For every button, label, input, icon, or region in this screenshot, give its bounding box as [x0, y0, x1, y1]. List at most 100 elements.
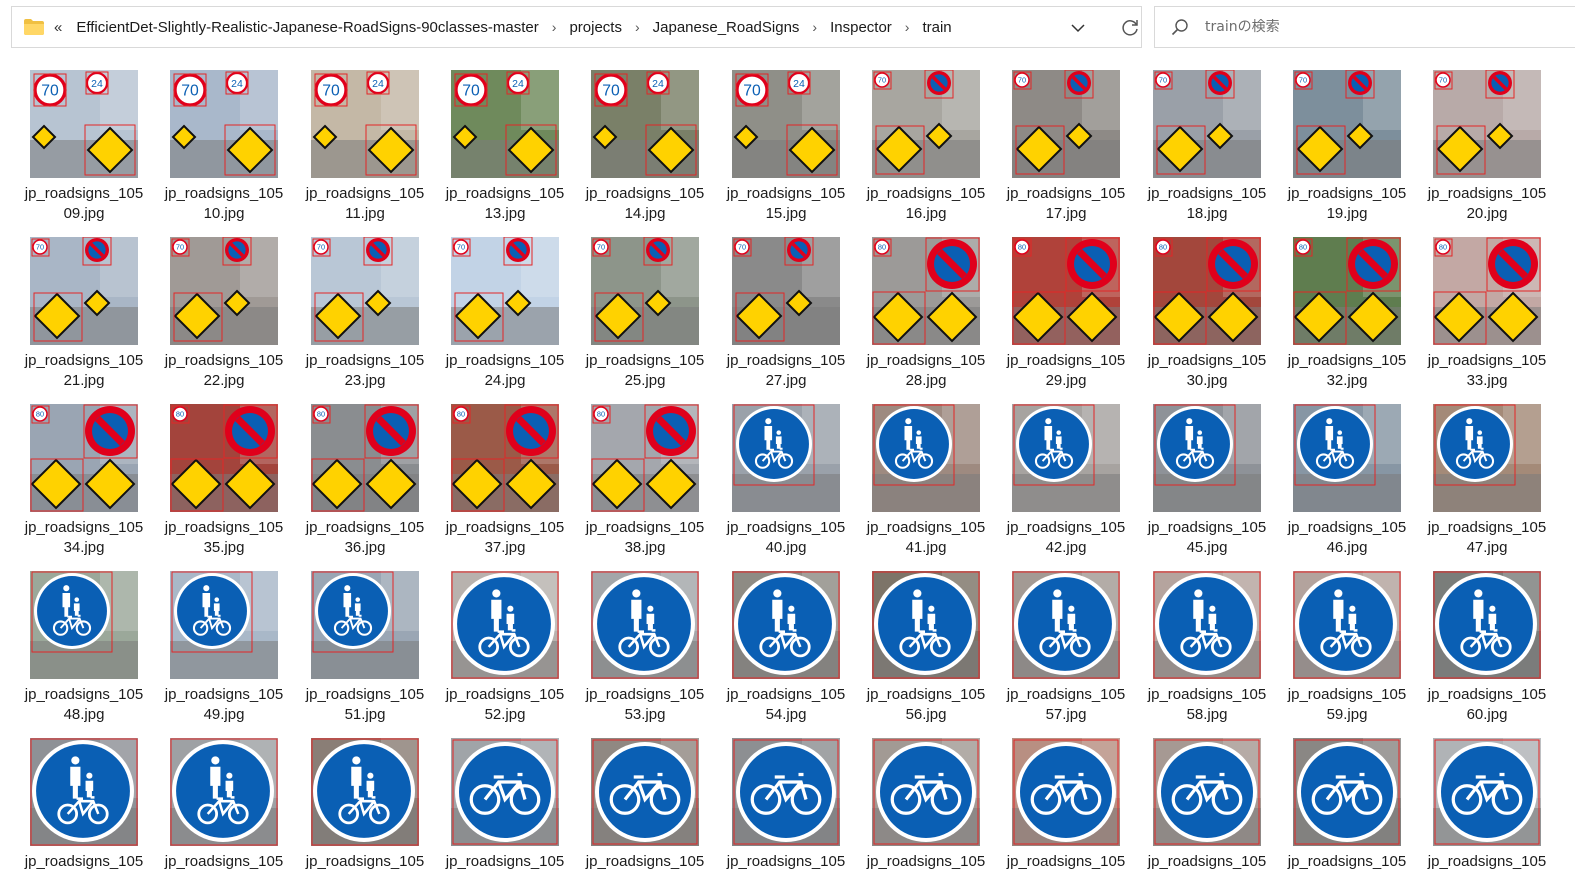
- school-y-thumbnail[interactable]: 70: [1012, 70, 1120, 178]
- file-item[interactable]: 70 24 jp_roadsigns_105 13.jpg: [440, 64, 568, 224]
- pedbike-large-thumbnail[interactable]: [1012, 571, 1120, 679]
- school-y-thumbnail[interactable]: 70: [591, 237, 699, 345]
- file-name[interactable]: jp_roadsigns_105 57.jpg: [1001, 685, 1131, 725]
- file-item[interactable]: 70 24 jp_roadsigns_105 14.jpg: [580, 64, 708, 224]
- pedbike-large-thumbnail[interactable]: [1153, 571, 1261, 679]
- file-item[interactable]: 70 jp_roadsigns_105 25.jpg: [580, 231, 708, 391]
- file-name[interactable]: jp_roadsigns_105 38.jpg: [580, 518, 710, 558]
- refresh-icon[interactable]: [1118, 16, 1142, 40]
- file-item[interactable]: 70 jp_roadsigns_105 23.jpg: [300, 231, 428, 391]
- school-y-thumbnail[interactable]: 70: [1153, 70, 1261, 178]
- file-item[interactable]: jp_roadsigns_105 45.jpg: [1142, 398, 1270, 558]
- search-box[interactable]: [1154, 6, 1575, 48]
- file-name[interactable]: jp_roadsigns_105: [1001, 852, 1131, 872]
- file-name[interactable]: jp_roadsigns_105 42.jpg: [1001, 518, 1131, 558]
- file-item[interactable]: 70 jp_roadsigns_105 21.jpg: [19, 231, 147, 391]
- pedbike-small-thumbnail[interactable]: [1012, 404, 1120, 512]
- file-name[interactable]: jp_roadsigns_105: [1422, 852, 1552, 872]
- file-name[interactable]: jp_roadsigns_105 46.jpg: [1282, 518, 1412, 558]
- pedbike-large-thumbnail[interactable]: [732, 571, 840, 679]
- file-name[interactable]: jp_roadsigns_105 30.jpg: [1142, 351, 1272, 391]
- file-name[interactable]: jp_roadsigns_105: [1142, 852, 1272, 872]
- pedbike-small-thumbnail[interactable]: [732, 404, 840, 512]
- file-item[interactable]: jp_roadsigns_105: [159, 732, 287, 883]
- file-name[interactable]: jp_roadsigns_105 47.jpg: [1422, 518, 1552, 558]
- file-item[interactable]: jp_roadsigns_105: [300, 732, 428, 883]
- bicycle-thumbnail[interactable]: [1433, 738, 1541, 846]
- file-item[interactable]: jp_roadsigns_105 49.jpg: [159, 565, 287, 725]
- file-item[interactable]: 80 jp_roadsigns_105 30.jpg: [1142, 231, 1270, 391]
- file-name[interactable]: jp_roadsigns_105 20.jpg: [1422, 184, 1552, 224]
- chevron-down-icon[interactable]: [1067, 17, 1089, 39]
- pedbike-small-thumbnail[interactable]: [1293, 404, 1401, 512]
- pedbike-small-thumbnail[interactable]: [170, 571, 278, 679]
- search-input[interactable]: [1205, 19, 1535, 35]
- file-name[interactable]: jp_roadsigns_105: [300, 852, 430, 872]
- file-name[interactable]: jp_roadsigns_105 56.jpg: [861, 685, 991, 725]
- curve-y-thumbnail[interactable]: 80: [1293, 237, 1401, 345]
- speed-deer-thumbnail[interactable]: 70 24: [591, 70, 699, 178]
- file-item[interactable]: 80 jp_roadsigns_105 38.jpg: [580, 398, 708, 558]
- bicycle-thumbnail[interactable]: [1153, 738, 1261, 846]
- file-name[interactable]: jp_roadsigns_105 23.jpg: [300, 351, 430, 391]
- file-item[interactable]: 70 24 jp_roadsigns_105 15.jpg: [721, 64, 849, 224]
- pedbike-small-thumbnail[interactable]: [872, 404, 980, 512]
- file-name[interactable]: jp_roadsigns_105 15.jpg: [721, 184, 851, 224]
- file-item[interactable]: jp_roadsigns_105 51.jpg: [300, 565, 428, 725]
- file-name[interactable]: jp_roadsigns_105: [861, 852, 991, 872]
- file-item[interactable]: jp_roadsigns_105 40.jpg: [721, 398, 849, 558]
- file-item[interactable]: 80 jp_roadsigns_105 32.jpg: [1282, 231, 1410, 391]
- breadcrumb-overflow-button[interactable]: «: [54, 18, 63, 36]
- file-item[interactable]: jp_roadsigns_105: [1142, 732, 1270, 883]
- file-name[interactable]: jp_roadsigns_105 22.jpg: [159, 351, 289, 391]
- chevron-right-icon[interactable]: ›: [551, 19, 557, 35]
- file-item[interactable]: 70 jp_roadsigns_105 18.jpg: [1142, 64, 1270, 224]
- school-y-thumbnail[interactable]: 70: [451, 237, 559, 345]
- file-item[interactable]: jp_roadsigns_105 52.jpg: [440, 565, 568, 725]
- file-item[interactable]: jp_roadsigns_105: [861, 732, 989, 883]
- file-name[interactable]: jp_roadsigns_105 19.jpg: [1282, 184, 1412, 224]
- bicycle-thumbnail[interactable]: [1012, 738, 1120, 846]
- file-name[interactable]: jp_roadsigns_105: [440, 852, 570, 872]
- file-name[interactable]: jp_roadsigns_105 27.jpg: [721, 351, 851, 391]
- pedbike-large-thumbnail[interactable]: [591, 571, 699, 679]
- pedbike-large-thumbnail[interactable]: [451, 571, 559, 679]
- curve-y-thumbnail[interactable]: 80: [170, 404, 278, 512]
- bicycle-thumbnail[interactable]: [591, 738, 699, 846]
- curve-y-thumbnail[interactable]: 80: [591, 404, 699, 512]
- file-name[interactable]: jp_roadsigns_105 45.jpg: [1142, 518, 1272, 558]
- file-name[interactable]: jp_roadsigns_105 53.jpg: [580, 685, 710, 725]
- file-item[interactable]: jp_roadsigns_105 60.jpg: [1422, 565, 1550, 725]
- file-item[interactable]: 80 jp_roadsigns_105 33.jpg: [1422, 231, 1550, 391]
- file-item[interactable]: jp_roadsigns_105 42.jpg: [1001, 398, 1129, 558]
- curve-y-thumbnail[interactable]: 80: [1153, 237, 1261, 345]
- speed-deer-thumbnail[interactable]: 70 24: [170, 70, 278, 178]
- file-name[interactable]: jp_roadsigns_105: [580, 852, 710, 872]
- file-name[interactable]: jp_roadsigns_105 21.jpg: [19, 351, 149, 391]
- file-name[interactable]: jp_roadsigns_105 58.jpg: [1142, 685, 1272, 725]
- file-name[interactable]: jp_roadsigns_105 48.jpg: [19, 685, 149, 725]
- file-name[interactable]: jp_roadsigns_105 37.jpg: [440, 518, 570, 558]
- file-name[interactable]: jp_roadsigns_105 14.jpg: [580, 184, 710, 224]
- file-item[interactable]: 70 jp_roadsigns_105 24.jpg: [440, 231, 568, 391]
- speed-deer-thumbnail[interactable]: 70 24: [732, 70, 840, 178]
- school-y-thumbnail[interactable]: 70: [872, 70, 980, 178]
- file-name[interactable]: jp_roadsigns_105 18.jpg: [1142, 184, 1272, 224]
- school-y-thumbnail[interactable]: 70: [311, 237, 419, 345]
- file-name[interactable]: jp_roadsigns_105 24.jpg: [440, 351, 570, 391]
- file-name[interactable]: jp_roadsigns_105: [159, 852, 289, 872]
- school-y-thumbnail[interactable]: 70: [1293, 70, 1401, 178]
- file-name[interactable]: jp_roadsigns_105 49.jpg: [159, 685, 289, 725]
- file-name[interactable]: jp_roadsigns_105 09.jpg: [19, 184, 149, 224]
- file-name[interactable]: jp_roadsigns_105 29.jpg: [1001, 351, 1131, 391]
- file-name[interactable]: jp_roadsigns_105: [721, 852, 851, 872]
- file-name[interactable]: jp_roadsigns_105 52.jpg: [440, 685, 570, 725]
- file-item[interactable]: 70 jp_roadsigns_105 22.jpg: [159, 231, 287, 391]
- file-name[interactable]: jp_roadsigns_105 11.jpg: [300, 184, 430, 224]
- speed-deer-thumbnail[interactable]: 70 24: [311, 70, 419, 178]
- file-item[interactable]: 70 jp_roadsigns_105 17.jpg: [1001, 64, 1129, 224]
- file-name[interactable]: jp_roadsigns_105: [19, 852, 149, 872]
- file-name[interactable]: jp_roadsigns_105 25.jpg: [580, 351, 710, 391]
- breadcrumb-item-inspector[interactable]: Inspector: [830, 18, 892, 36]
- file-item[interactable]: jp_roadsigns_105 56.jpg: [861, 565, 989, 725]
